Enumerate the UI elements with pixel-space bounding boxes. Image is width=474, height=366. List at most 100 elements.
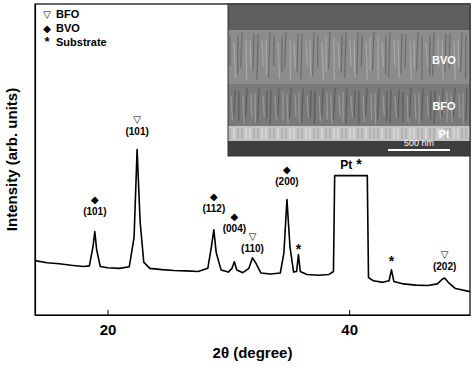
legend-entry: ◆BVO (43, 22, 80, 34)
scale-bar (388, 149, 450, 151)
peak-symbol: ▽ (441, 249, 449, 260)
sem-grain (270, 90, 272, 124)
sem-grain (358, 128, 359, 139)
sem-grain (389, 89, 391, 123)
sem-grain (270, 128, 271, 139)
sem-grain (389, 33, 390, 78)
sem-grain (258, 128, 259, 139)
sem-grain (342, 128, 343, 139)
sem-grain (237, 36, 239, 74)
sem-grain (310, 90, 312, 118)
peak-label: (202) (433, 261, 456, 272)
peak-annotation: Pt * (340, 156, 362, 172)
sem-grain (238, 92, 239, 121)
chart: 20402θ (degree)Intensity (arb. units)(10… (0, 0, 474, 366)
sem-grain (393, 40, 395, 66)
sem-grain (374, 94, 376, 124)
sem-grain (250, 41, 251, 70)
legend-label: BVO (56, 22, 80, 34)
sem-grain (362, 128, 363, 139)
sem-grain (378, 128, 379, 139)
sem-grain (462, 92, 463, 123)
peak-symbol: ◆ (283, 164, 291, 175)
sem-grain (466, 89, 467, 121)
sem-grain (402, 128, 403, 139)
sem-border (228, 4, 470, 156)
sem-grain (394, 128, 395, 139)
sem-grain (265, 39, 267, 75)
sem-grain (302, 89, 303, 123)
sem-grain (253, 34, 254, 71)
sem-grain (366, 88, 367, 116)
sem-grain (405, 34, 407, 67)
peak-symbol: * (356, 156, 362, 172)
sem-grain (345, 33, 346, 78)
legend: ▽BFO◆BVO*Substrate (43, 8, 107, 49)
sem-grain (421, 37, 422, 80)
sem-grain (282, 92, 283, 120)
sem-grain (229, 37, 230, 66)
sem-grain (422, 88, 423, 120)
sem-grain (358, 91, 360, 123)
sem-grain (231, 96, 233, 120)
sem-grain (243, 95, 244, 123)
x-tick-label: 20 (100, 321, 117, 338)
sem-grain (401, 33, 402, 73)
legend-entry: ▽BFO (43, 8, 80, 20)
sem-grain (241, 32, 242, 67)
sem-grain (410, 41, 411, 79)
sem-layer (228, 84, 470, 126)
sem-grain (306, 128, 307, 139)
sem-grain (429, 36, 430, 75)
sem-grain (370, 94, 372, 120)
peak-symbol: ◆ (210, 191, 218, 202)
sem-grain (382, 42, 383, 67)
sem-grain (334, 128, 335, 139)
sem-grain (278, 128, 279, 139)
sem-grain (289, 39, 291, 80)
x-axis-title: 2θ (degree) (213, 344, 293, 361)
sem-grain (250, 94, 252, 117)
peak-symbol: * (389, 253, 395, 269)
peak-symbol: ▽ (249, 231, 257, 242)
sem-grain (325, 37, 326, 71)
sem-grain (383, 95, 384, 116)
sem-grain (338, 128, 339, 139)
sem-grain (238, 128, 239, 139)
sem-grain (465, 36, 467, 79)
sem-image (228, 4, 470, 156)
sem-grain (342, 92, 343, 122)
sem-grain (266, 91, 268, 119)
sem-grain (457, 39, 459, 68)
sem-grain (262, 128, 263, 139)
sem-grain (366, 42, 367, 80)
sem-grain (395, 96, 396, 118)
x-tick: 20 (100, 310, 117, 338)
sem-grain (234, 128, 235, 139)
sem-grain (353, 40, 355, 77)
sem-grain (234, 42, 235, 78)
sem-grain (297, 34, 299, 72)
sem-grain (329, 32, 330, 69)
sem-grain (258, 88, 259, 122)
sem-grain (354, 128, 355, 139)
sem-grain (334, 88, 335, 119)
sem-grain (450, 128, 451, 139)
sem-grain (386, 91, 387, 121)
peak-label: (101) (125, 126, 148, 137)
peak-symbol: * (296, 241, 302, 257)
sem-grain (278, 89, 279, 116)
sem-grain (373, 32, 374, 70)
xrd-line (35, 150, 470, 292)
sem-grain (273, 36, 274, 66)
sem-grain (266, 128, 267, 139)
sem-grain (302, 128, 303, 139)
sem-grain (322, 89, 323, 117)
peak-label: Pt (340, 158, 352, 172)
sem-grain (306, 41, 307, 66)
sem-grain (454, 128, 455, 139)
plot-frame (35, 4, 470, 315)
sem-grain (322, 128, 323, 139)
sem-grain (256, 34, 258, 80)
sem-grain (430, 91, 432, 121)
